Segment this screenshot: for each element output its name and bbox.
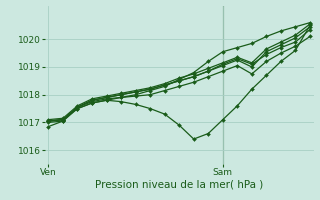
X-axis label: Pression niveau de la mer( hPa ): Pression niveau de la mer( hPa ) xyxy=(95,180,263,190)
